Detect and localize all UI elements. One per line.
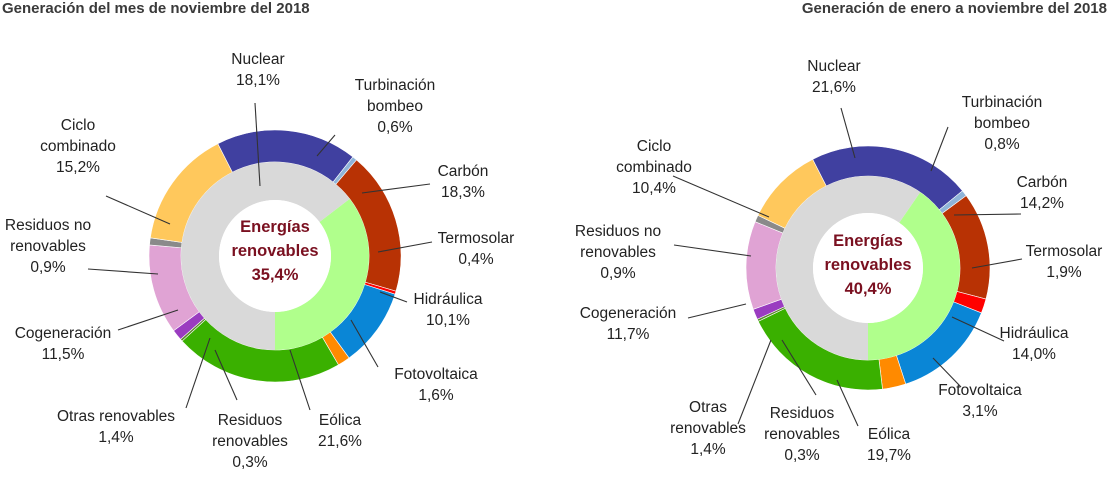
ytd-center-label-line-3: 40,4%	[845, 280, 892, 298]
month-leader-residuos-renovables	[214, 349, 238, 401]
ytd-label-otras-renovables: Otras renovables 1,4%	[670, 399, 746, 458]
month-label-fotovoltaica: Fotovoltaica 1,6%	[394, 366, 478, 404]
month-label-residuos-renovables: Residuos renovables 0,3%	[212, 412, 288, 471]
ytd-label-ciclo-combinado: Ciclo combinado 10,4%	[616, 138, 692, 197]
ytd-leader-otras-renovables	[737, 339, 772, 425]
ytd-label-nuclear: Nuclear 21,6%	[807, 58, 860, 96]
month-label-residuos-no-renovables: Residuos no renovables 0,9%	[5, 217, 91, 276]
ytd-leader-fotovoltaica	[932, 357, 962, 388]
ytd-leader-eolica	[836, 379, 859, 427]
ytd-label-hidraulica: Hidráulica 14,0%	[1000, 325, 1069, 363]
ytd-leader-residuos-renovables	[781, 339, 817, 396]
month-label-termosolar: Termosolar 0,4%	[438, 230, 515, 268]
month-leader-nuclear	[254, 102, 261, 187]
ytd-inner-slice-no-renovables[interactable]	[775, 176, 921, 360]
month-leader-residuos-no-renovables	[87, 268, 159, 275]
ytd-leader-carbon	[953, 213, 1022, 216]
month-inner-slice-renovables[interactable]	[275, 198, 370, 350]
month-leader-carbon	[361, 183, 431, 194]
month-leader-turbinacion-bombeo	[316, 134, 336, 157]
month-center-label-line-3: 35,4%	[252, 266, 299, 284]
month-leader-ciclo-combinado	[105, 195, 171, 225]
month-inner-slice-no-renovables[interactable]	[181, 161, 350, 350]
ytd-leader-termosolar	[971, 258, 1023, 269]
ytd-label-termosolar: Termosolar 1,9%	[1026, 243, 1103, 281]
ytd-leader-residuos-no-renovables	[673, 244, 752, 257]
ytd-center-label-line-1: Energías	[833, 232, 903, 250]
ytd-outer-ring	[745, 145, 991, 391]
month-leader-cogeneracion	[117, 309, 179, 331]
month-label-hidraulica: Hidráulica 10,1%	[414, 291, 483, 329]
month-leader-hidraulica	[379, 291, 408, 303]
month-label-otras-renovables: Otras renovables 1,4%	[57, 408, 175, 446]
month-label-nuclear: Nuclear 18,1%	[231, 51, 284, 89]
ytd-inner-ring	[775, 176, 960, 360]
month-donut-hole	[219, 200, 331, 312]
month-leader-eolica	[289, 349, 311, 411]
month-outer-ring	[148, 129, 402, 383]
chart-title-year-to-date: Generación de enero a noviembre del 2018	[801, 0, 1107, 17]
month-leader-otras-renovables	[185, 337, 211, 409]
donut-chart-month: Energías renovables 35,4% Nuclear 18,1% Turbi…	[5, 51, 515, 471]
ytd-leader-turbinacion-bombeo	[930, 126, 949, 172]
ytd-label-residuos-no-renovables: Residuos no renovables 0,9%	[575, 223, 661, 282]
ytd-leader-ciclo-combinado	[672, 175, 770, 218]
month-center-label-line-1: Energías	[240, 218, 310, 236]
month-label-ciclo-combinado: Ciclo combinado 15,2%	[40, 117, 116, 176]
month-leader-fotovoltaica	[350, 319, 379, 368]
ytd-label-carbon: Carbón 14,2%	[1017, 174, 1068, 212]
ytd-label-fotovoltaica: Fotovoltaica 3,1%	[938, 382, 1022, 420]
month-leader-termosolar	[377, 241, 433, 253]
ytd-center-label-line-2: renovables	[824, 256, 911, 274]
month-label-cogeneracion: Cogeneración 11,5%	[15, 325, 112, 363]
ytd-leader-hidraulica	[951, 316, 1005, 342]
month-label-carbon: Carbón 18,3%	[438, 163, 489, 201]
ytd-label-cogeneracion: Cogeneración 11,7%	[580, 305, 677, 343]
ytd-label-turbinacion-bombeo: Turbinación bombeo 0,8%	[962, 94, 1042, 153]
ytd-inner-slice-renovables[interactable]	[868, 192, 960, 360]
ytd-label-residuos-renovables: Residuos renovables 0,3%	[764, 405, 840, 464]
ytd-leader-nuclear	[840, 107, 856, 159]
month-label-turbinacion-bombeo: Turbinación bombeo 0,6%	[355, 77, 435, 136]
month-center-label-line-2: renovables	[231, 242, 318, 260]
month-inner-ring	[181, 161, 370, 350]
month-label-eolica: Eólica 21,6%	[318, 412, 362, 450]
donut-chart-year-to-date: Energías renovables 40,4% Nuclear 21,6% Turbi…	[575, 58, 1103, 464]
ytd-donut-hole	[813, 213, 923, 323]
chart-title-month: Generación del mes de noviembre del 2018	[2, 0, 310, 17]
ytd-label-eolica: Eólica 19,7%	[867, 426, 911, 464]
ytd-leader-cogeneracion	[687, 303, 747, 319]
